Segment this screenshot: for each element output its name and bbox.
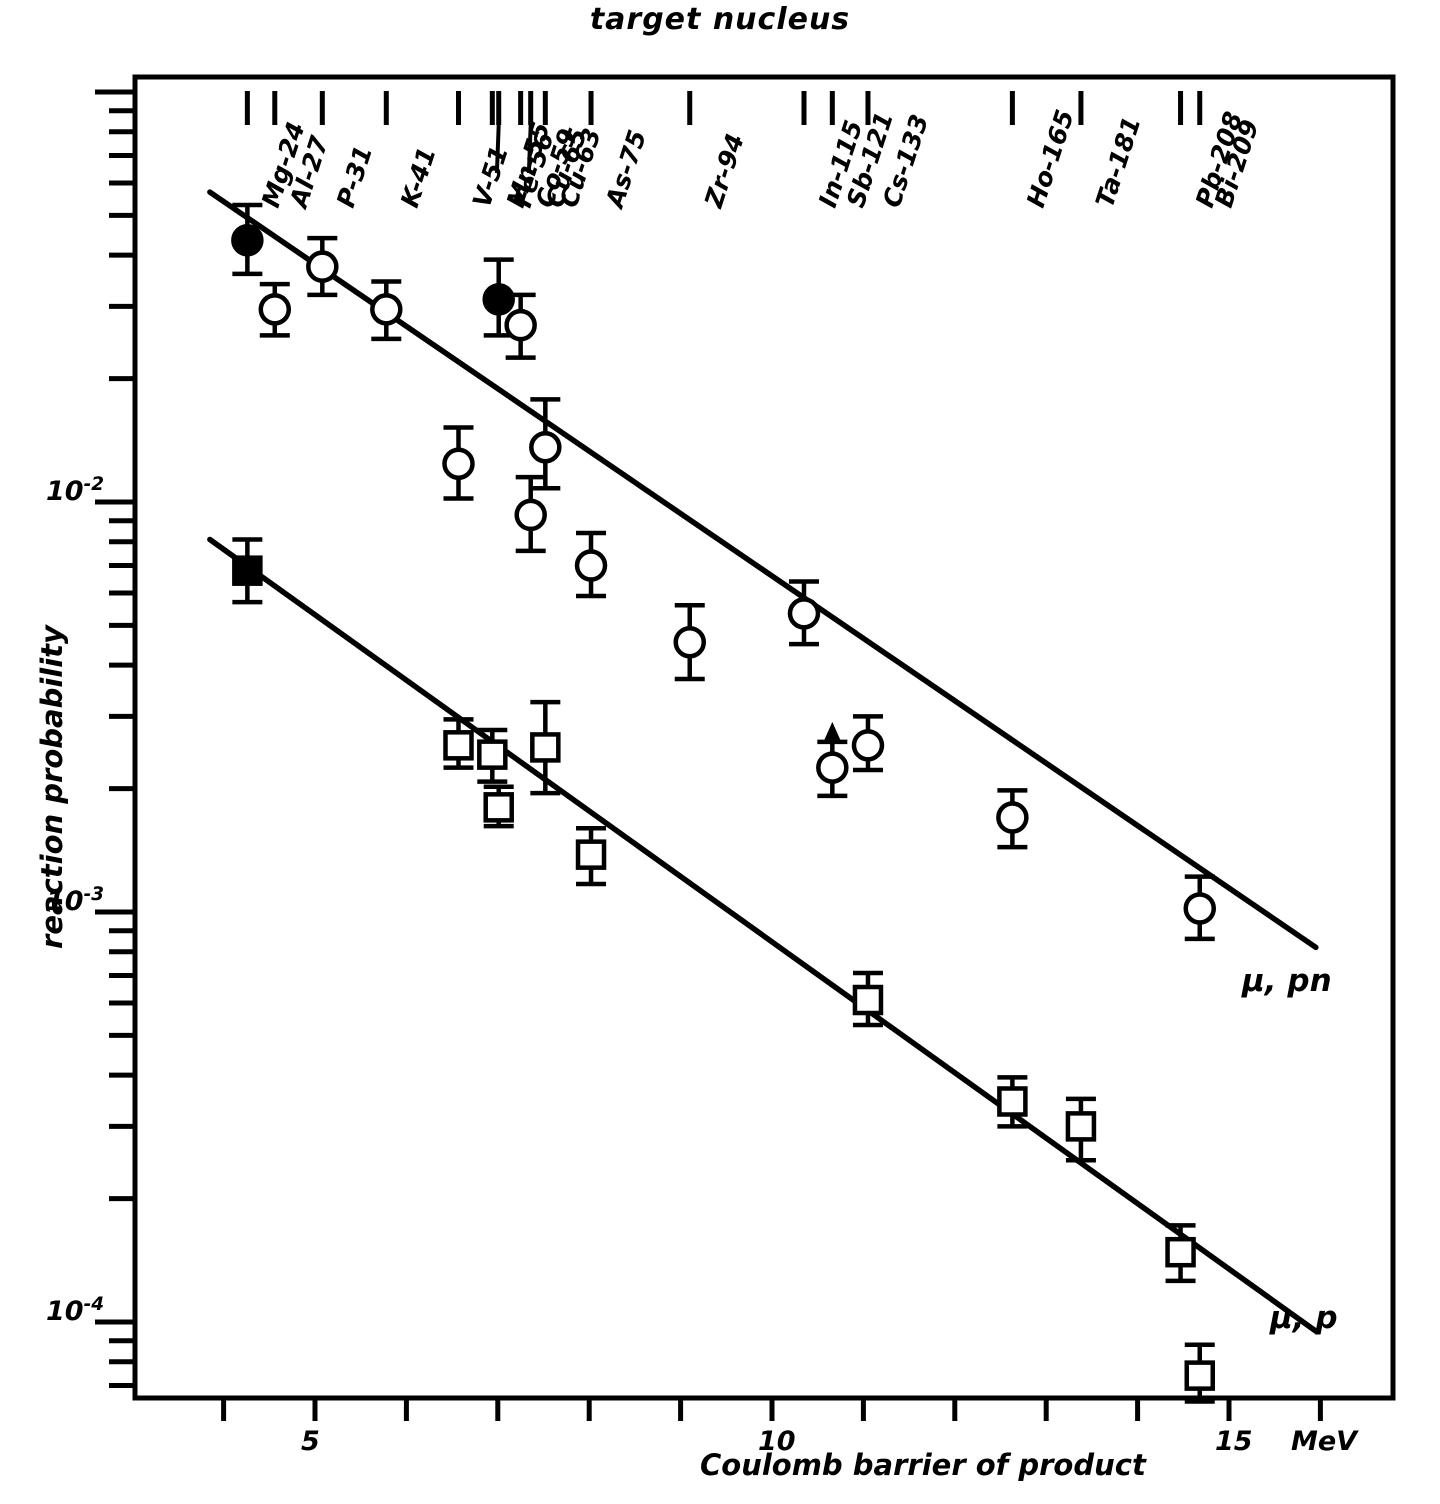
marker-open-square (852, 984, 884, 1016)
marker-open-circle (442, 447, 475, 480)
marker-open-circle (258, 293, 292, 326)
marker-open-circle (504, 308, 537, 342)
data-point-cu-65-mu-pn[interactable] (514, 474, 547, 554)
mu-p-label: μ, p (1270, 1300, 1338, 1336)
y-tick-mantissa: 10 (46, 1296, 84, 1327)
x-tick-label-15: 15 (1215, 1426, 1253, 1457)
marker-open-square (477, 739, 508, 770)
data-point-al-27-mu-pn[interactable] (258, 281, 292, 338)
data-point-mg-24-mu-pn[interactable] (231, 202, 264, 277)
y-tick-label--2: 10-2 (46, 474, 104, 507)
marker-filled-square (232, 555, 263, 586)
marker-open-circle (996, 801, 1029, 834)
marker-open-circle (673, 625, 706, 659)
marker-filled-circle (231, 223, 264, 257)
y-tick-exponent: -2 (83, 474, 104, 495)
marker-open-square (997, 1086, 1028, 1117)
y-tick-label--3: 10-3 (46, 884, 104, 917)
marker-open-circle (851, 729, 885, 762)
data-point-cs-133-mu-pn[interactable] (851, 714, 885, 773)
marker-open-square (530, 732, 561, 763)
data-point-ho-165-mu-p[interactable] (997, 1075, 1028, 1129)
data-point-ho-165-mu-pn[interactable] (996, 788, 1029, 850)
data-point-fe-56-mu-pn[interactable] (482, 257, 515, 338)
marker-open-circle (816, 751, 849, 784)
x-axis-label: Coulomb barrier of product (700, 1448, 1146, 1482)
marker-open-circle (514, 498, 547, 532)
y-tick-exponent: -3 (83, 884, 104, 905)
marker-open-circle (370, 293, 403, 326)
marker-open-circle (574, 549, 608, 582)
data-point-mn-55-mu-p[interactable] (477, 727, 508, 784)
data-point-cs-133-mu-p[interactable] (852, 970, 884, 1028)
data-point-zr-94-mu-pn[interactable] (673, 602, 706, 682)
data-point-cu-63-mu-p[interactable] (530, 699, 561, 796)
y-tick-mantissa: 10 (46, 886, 84, 917)
y-tick-mantissa: 10 (46, 476, 84, 507)
marker-open-square (1065, 1111, 1097, 1142)
figure-top-title: target nucleus (0, 2, 1440, 37)
data-point-p-31-mu-pn[interactable] (306, 235, 339, 298)
plot-frame (132, 74, 1396, 1401)
marker-open-circle (787, 597, 821, 630)
data-point-cu-63-mu-pn[interactable] (529, 397, 562, 491)
marker-open-circle (1183, 892, 1217, 925)
data-point-k-41-mu-pn[interactable] (370, 279, 403, 342)
marker-filled-circle (482, 283, 515, 316)
data-point-bi-209-mu-p[interactable] (1184, 1342, 1216, 1404)
data-point-fe-56-mu-p[interactable] (483, 784, 514, 829)
mu-pn-label: μ, pn (1242, 963, 1332, 999)
fit-line-mu-p (207, 536, 1319, 1334)
y-tick-label--4: 10-4 (46, 1294, 104, 1327)
x-tick-label-5: 5 (301, 1426, 320, 1457)
marker-open-square (1165, 1236, 1196, 1268)
data-point-bi-209-mu-pn[interactable] (1183, 874, 1217, 942)
marker-open-circle (529, 430, 562, 464)
marker-open-square (1184, 1360, 1216, 1391)
x-tick-label-10: 10 (758, 1426, 796, 1457)
marker-open-square (575, 839, 607, 870)
data-point-mg-24-mu-p[interactable] (232, 537, 263, 605)
marker-open-square (443, 730, 474, 761)
data-point-in-115-mu-pn[interactable] (787, 579, 821, 647)
nucleus-leader-cu65 (526, 124, 533, 174)
nucleus-leader-fe56 (494, 124, 501, 174)
x-axis-unit-label: MeV (1291, 1426, 1358, 1457)
data-point-v-51-mu-pn[interactable] (442, 425, 475, 501)
upper-limit-arrow (824, 721, 841, 740)
data-point-v-51-mu-p[interactable] (443, 717, 474, 770)
marker-open-circle (306, 250, 339, 283)
marker-open-square (483, 792, 514, 823)
y-tick-exponent: -4 (83, 1294, 104, 1315)
data-point-sb-121-mu-pn[interactable] (816, 721, 849, 799)
data-point-as-75-mu-p[interactable] (575, 826, 607, 887)
data-point-co-59-mu-pn[interactable] (504, 292, 537, 360)
data-point-pb-208-mu-p[interactable] (1165, 1223, 1196, 1284)
data-point-ta-181-mu-p[interactable] (1065, 1096, 1097, 1163)
data-point-as-75-mu-pn[interactable] (574, 530, 608, 599)
figure-top-title-text: target nucleus (589, 2, 851, 37)
